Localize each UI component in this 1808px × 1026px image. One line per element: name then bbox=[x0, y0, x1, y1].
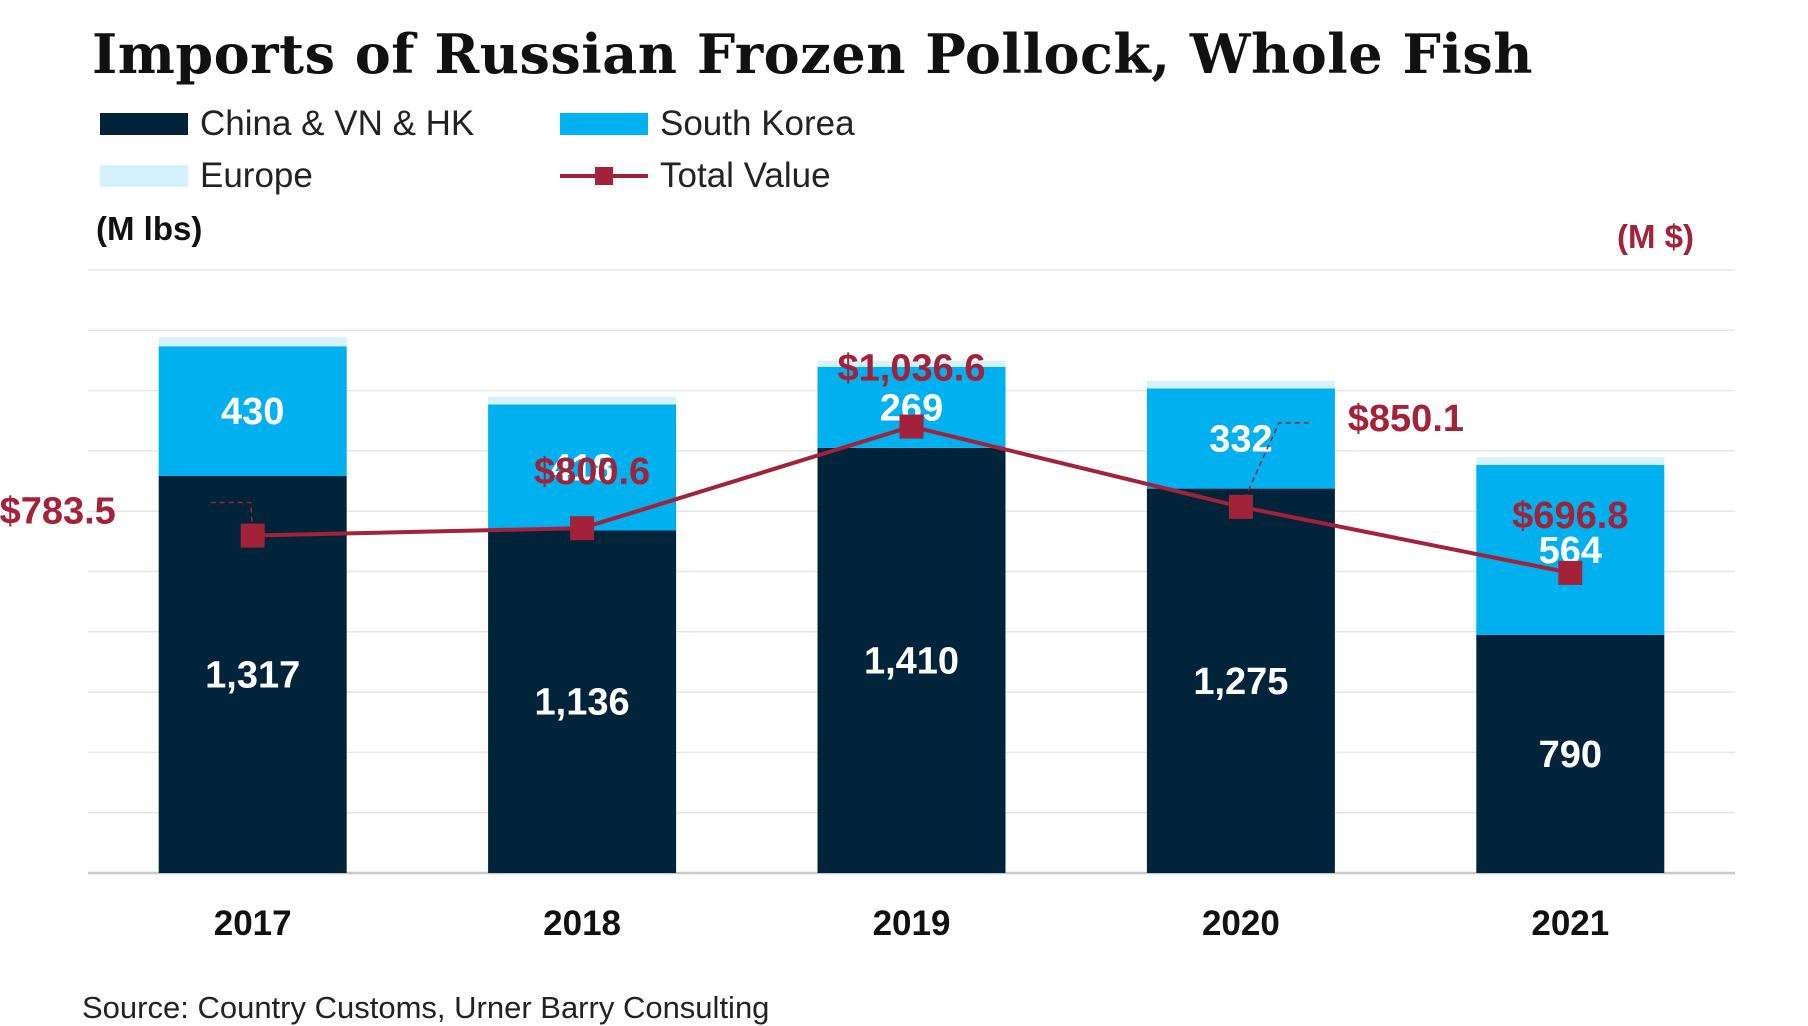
total-value-label: $696.8 bbox=[1512, 495, 1628, 537]
bar-data-label: 1,410 bbox=[864, 640, 959, 682]
legend-label-south-korea: South Korea bbox=[660, 104, 855, 143]
bar-south-korea bbox=[158, 346, 347, 476]
bar-data-label: 1,275 bbox=[1193, 661, 1288, 703]
bar-south-korea bbox=[1146, 388, 1335, 489]
bar-data-label: 1,317 bbox=[205, 654, 300, 696]
bar-china-vn-hk bbox=[1146, 488, 1335, 873]
bar-europe bbox=[158, 337, 347, 347]
bar-data-label: 418 bbox=[550, 447, 613, 489]
x-tick-label: 2019 bbox=[873, 904, 951, 943]
total-value-marker bbox=[240, 523, 265, 548]
total-value-marker bbox=[1228, 494, 1253, 519]
bar-europe bbox=[488, 396, 677, 405]
bar-china-vn-hk bbox=[817, 447, 1006, 873]
total-value-marker bbox=[1558, 560, 1583, 585]
x-tick-label: 2020 bbox=[1202, 904, 1280, 943]
bar-data-label: 332 bbox=[1209, 419, 1272, 461]
y-axis-left-unit: (M lbs) bbox=[96, 210, 203, 247]
chart-title: Imports of Russian Frozen Pollock, Whole… bbox=[92, 22, 1533, 86]
bar-china-vn-hk bbox=[488, 530, 677, 873]
legend-label-europe: Europe bbox=[200, 156, 313, 195]
data-label-leader-line bbox=[1240, 422, 1313, 508]
bar-data-label: 430 bbox=[221, 391, 284, 433]
y-axis-right-unit: (M $) bbox=[1617, 218, 1694, 255]
bar-data-label: 790 bbox=[1539, 734, 1602, 776]
total-value-label: $1,036.6 bbox=[838, 348, 986, 390]
total-value-label: $783.5 bbox=[0, 491, 116, 533]
legend-label-china: China & VN & HK bbox=[200, 104, 475, 143]
x-tick-label: 2018 bbox=[543, 904, 621, 943]
bar-europe bbox=[817, 360, 1006, 367]
total-value-label: $800.6 bbox=[534, 451, 650, 493]
legend-item-total-value: Total Value bbox=[560, 152, 831, 200]
total-value-marker bbox=[570, 516, 595, 541]
legend-label-total-value: Total Value bbox=[660, 156, 831, 195]
legend-swatch-china bbox=[100, 113, 188, 135]
total-value-label: $850.1 bbox=[1348, 398, 1464, 440]
bar-europe bbox=[1146, 380, 1335, 389]
legend-line-marker-icon bbox=[560, 165, 648, 187]
bar-south-korea bbox=[1476, 464, 1665, 635]
legend: China & VN & HK South Korea Europe Total… bbox=[100, 100, 1000, 210]
x-tick-label: 2017 bbox=[214, 904, 292, 943]
legend-swatch-europe bbox=[100, 165, 188, 187]
total-value-marker bbox=[899, 414, 924, 439]
bar-europe bbox=[1476, 457, 1665, 465]
bar-china-vn-hk bbox=[1476, 634, 1665, 873]
legend-item-south-korea: South Korea bbox=[560, 100, 855, 148]
legend-item-china: China & VN & HK bbox=[100, 100, 474, 148]
legend-swatch-south-korea bbox=[560, 113, 648, 135]
source-note: Source: Country Customs, Urner Barry Con… bbox=[82, 990, 770, 1025]
bar-data-label: 1,136 bbox=[535, 682, 630, 724]
data-label-leader-line bbox=[210, 501, 254, 534]
legend-item-europe: Europe bbox=[100, 152, 313, 200]
x-tick-label: 2021 bbox=[1531, 904, 1609, 943]
